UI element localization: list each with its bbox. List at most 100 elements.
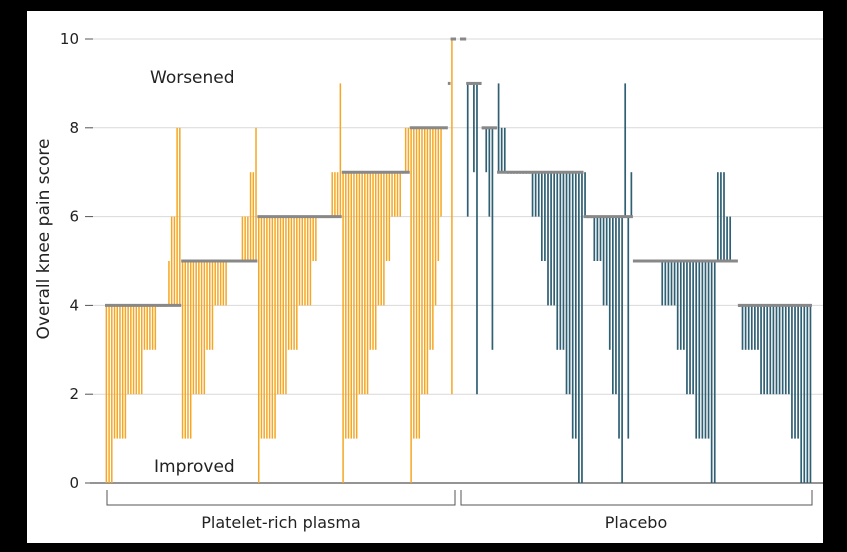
patient-bar bbox=[413, 127, 415, 439]
patient-bar bbox=[394, 172, 396, 217]
patient-bar bbox=[791, 305, 793, 439]
patient-bar bbox=[621, 216, 623, 483]
patient-bar bbox=[315, 216, 317, 261]
patient-bar bbox=[358, 172, 361, 395]
group-label-placebo: Placebo bbox=[605, 513, 667, 532]
patient-bar bbox=[556, 172, 559, 350]
patient-bar bbox=[195, 261, 197, 395]
patient-bar bbox=[277, 216, 279, 395]
patient-bar bbox=[336, 172, 339, 217]
patient-bar bbox=[331, 172, 333, 217]
patient-bar bbox=[127, 305, 129, 395]
patient-bar bbox=[618, 216, 620, 439]
patient-bar bbox=[624, 83, 627, 217]
patient-bar bbox=[249, 172, 252, 261]
group-brackets bbox=[106, 490, 813, 506]
patient-bar bbox=[723, 172, 725, 261]
patient-bar bbox=[415, 127, 418, 439]
patient-bar bbox=[754, 305, 756, 350]
patient-bar bbox=[763, 305, 765, 395]
patient-bar bbox=[266, 216, 268, 439]
patient-bar bbox=[121, 305, 124, 439]
patient-bar bbox=[306, 216, 309, 306]
patient-bar bbox=[547, 172, 549, 306]
y-tick-label: 10 bbox=[60, 30, 79, 48]
patient-bar bbox=[544, 172, 546, 261]
patient-bar bbox=[707, 261, 710, 439]
patient-bar bbox=[244, 216, 246, 261]
patient-bar bbox=[105, 305, 108, 483]
patient-bar bbox=[627, 216, 630, 439]
patient-bar bbox=[584, 172, 586, 217]
patient-bar bbox=[673, 261, 676, 306]
patient-bar bbox=[369, 172, 372, 350]
patient-bar bbox=[399, 172, 401, 217]
patient-bar bbox=[268, 216, 271, 439]
y-tick-label: 8 bbox=[69, 119, 79, 137]
chart-figure: 0 2 4 6 8 10 Overall knee pain score Worsened… bbox=[27, 11, 823, 543]
group-label-prp: Platelet-rich plasma bbox=[201, 513, 361, 532]
patient-bar bbox=[698, 261, 701, 439]
patient-bar bbox=[279, 216, 282, 395]
patient-bar bbox=[781, 305, 784, 395]
patient-bar bbox=[119, 305, 121, 439]
patient-bar bbox=[143, 305, 146, 350]
group-bracket bbox=[460, 490, 813, 506]
patient-bar bbox=[451, 39, 453, 395]
y-tick-label: 6 bbox=[69, 208, 79, 226]
patient-bar bbox=[198, 261, 200, 395]
patient-bar bbox=[710, 261, 713, 483]
patient-bar bbox=[296, 216, 298, 350]
patient-bar bbox=[116, 305, 118, 439]
patient-bar bbox=[537, 172, 540, 217]
patient-bar bbox=[377, 172, 380, 306]
patient-bar bbox=[667, 261, 670, 306]
patient-bar bbox=[154, 305, 157, 350]
patient-bar bbox=[385, 172, 388, 261]
patient-bar bbox=[179, 127, 181, 306]
y-tick-label: 4 bbox=[69, 296, 79, 314]
patient-bar bbox=[760, 305, 762, 395]
worsened-label: Worsened bbox=[150, 68, 235, 88]
patient-bar bbox=[132, 305, 135, 395]
patient-bar bbox=[263, 216, 265, 439]
patient-bar bbox=[211, 261, 214, 350]
patient-bar bbox=[630, 172, 633, 217]
y-tick-label: 2 bbox=[69, 385, 79, 403]
patient-bar bbox=[173, 216, 176, 306]
patient-bar bbox=[209, 261, 211, 350]
patient-bar bbox=[664, 261, 667, 306]
patient-bar bbox=[187, 261, 189, 439]
patient-bar bbox=[726, 216, 728, 261]
patient-bar bbox=[124, 305, 127, 439]
patient-bar bbox=[809, 305, 812, 483]
patient-bar bbox=[298, 216, 301, 306]
patient-bar bbox=[404, 127, 407, 173]
patient-bar bbox=[432, 127, 434, 350]
patient-bar bbox=[689, 261, 691, 395]
patient-bar bbox=[772, 305, 775, 395]
patient-bar bbox=[716, 172, 719, 261]
improved-label: Improved bbox=[154, 457, 235, 477]
group-bracket bbox=[106, 490, 456, 506]
patient-bar bbox=[426, 127, 429, 395]
patient-bar bbox=[339, 83, 342, 217]
patient-bar bbox=[200, 261, 203, 395]
patient-bar bbox=[683, 261, 685, 350]
patient-bar bbox=[353, 172, 355, 439]
knee-pain-chart: 0 2 4 6 8 10 Overall knee pain score Worsened… bbox=[34, 30, 823, 532]
patient-bar bbox=[497, 83, 500, 173]
patient-bar bbox=[176, 127, 178, 306]
patient-bar bbox=[345, 172, 347, 439]
patient-bar bbox=[574, 172, 577, 439]
patient-bar bbox=[437, 127, 440, 261]
patient-bar bbox=[466, 83, 469, 217]
patient-bar bbox=[500, 127, 503, 173]
patient-bar bbox=[407, 127, 410, 173]
patient-bar bbox=[287, 216, 290, 350]
patient-bar bbox=[701, 261, 704, 439]
patient-bar bbox=[599, 216, 602, 261]
patient-bar bbox=[383, 172, 385, 306]
patient-bar bbox=[605, 216, 608, 306]
patient-bar bbox=[485, 127, 488, 173]
